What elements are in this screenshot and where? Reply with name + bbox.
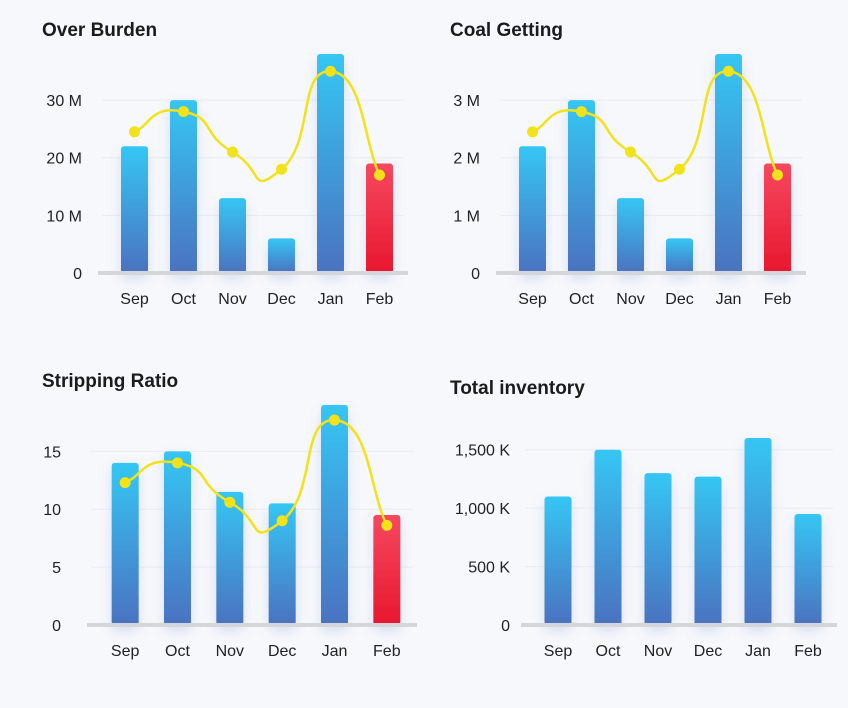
- x-tick-label: Nov: [218, 291, 246, 308]
- x-tick-label: Oct: [165, 643, 190, 660]
- chart-title: Stripping Ratio: [42, 371, 179, 392]
- total-inventory-plot: 0 500 K 1,000 K 1,500 K Sep Oct Nov Dec Jan Feb: [455, 438, 837, 660]
- bar-jan: [317, 54, 344, 273]
- x-tick-label: Feb: [366, 291, 394, 308]
- bar-sep: [111, 462, 139, 625]
- bar-dec: [268, 238, 295, 273]
- x-tick-label: Oct: [171, 291, 196, 308]
- x-tick-label: Sep: [120, 291, 149, 308]
- trend-point-oct: [172, 457, 183, 469]
- y-tick-label: 2 M: [453, 151, 480, 168]
- bar-jan: [321, 405, 348, 625]
- bar-dec: [666, 238, 693, 273]
- chart-title: Coal Getting: [450, 20, 563, 41]
- y-tick-label: 0: [471, 266, 480, 283]
- trend-point-feb: [381, 519, 393, 531]
- bar-sep: [544, 496, 572, 625]
- bar-oct: [568, 100, 595, 274]
- trend-point-jan: [329, 414, 340, 426]
- trend-point-jan: [723, 65, 734, 77]
- y-tick-label: 5: [52, 560, 61, 577]
- x-tick-label: Sep: [111, 643, 140, 660]
- y-tick-label: 20 M: [46, 151, 82, 168]
- trend-point-nov: [227, 146, 238, 158]
- total-inventory-chart: Total inventory 0 500 K 1,000 K 1,500 K Sep O…: [450, 378, 848, 708]
- chart-title: Over Burden: [42, 20, 158, 41]
- x-tick-label: Jan: [745, 643, 771, 660]
- y-tick-label: 0: [52, 618, 61, 635]
- trend-point-dec: [276, 515, 288, 527]
- bar-nov: [219, 198, 246, 273]
- x-tick-label: Dec: [267, 291, 295, 308]
- stripping-ratio-chart: Stripping Ratio 0 5 10 15 Sep Oct Nov Dec Jan Feb: [42, 371, 442, 701]
- y-tick-label: 1 M: [453, 208, 480, 225]
- trend-point-dec: [674, 163, 685, 175]
- bar-jan: [744, 438, 772, 625]
- x-tick-label: Oct: [569, 291, 594, 308]
- x-tick-label: Jan: [322, 643, 348, 660]
- bar-dec: [694, 476, 722, 625]
- y-tick-label: 3 M: [453, 93, 480, 110]
- trend-point-oct: [576, 106, 587, 118]
- trend-point-feb: [374, 169, 385, 181]
- bar-dec: [268, 503, 296, 625]
- trend-point-jan: [325, 65, 336, 77]
- x-tick-label: Dec: [665, 291, 693, 308]
- x-tick-label: Feb: [373, 643, 401, 660]
- coal-getting-chart: Coal Getting 0 1 M 2 M 3 M Sep Oct Nov Dec Jan Fe…: [450, 20, 848, 350]
- y-tick-label: 500 K: [468, 560, 510, 577]
- bar-oct: [164, 451, 191, 625]
- y-tick-label: 0: [501, 618, 510, 635]
- trend-point-sep: [129, 126, 140, 138]
- over-burden-chart: Over Burden 0 10 M 20 M 30 M Sep Oct Nov Dec Jan…: [42, 20, 442, 350]
- bar-feb: [764, 163, 791, 273]
- y-tick-label: 10 M: [46, 208, 82, 225]
- bar-feb: [794, 513, 822, 625]
- y-tick-label: 15: [43, 444, 61, 461]
- trend-point-nov: [625, 146, 636, 158]
- y-tick-label: 10: [43, 502, 61, 519]
- bar-nov: [617, 198, 644, 273]
- coal-getting-plot: 0 1 M 2 M 3 M Sep Oct Nov Dec Jan Feb: [453, 54, 806, 308]
- bar-nov: [216, 491, 244, 625]
- bar-feb: [373, 515, 401, 625]
- y-tick-label: 1,000 K: [455, 501, 510, 518]
- trend-point-sep: [119, 477, 131, 489]
- bar-feb: [366, 163, 393, 273]
- x-tick-label: Nov: [644, 643, 672, 660]
- x-tick-label: Dec: [694, 643, 722, 660]
- bar-oct: [594, 449, 622, 625]
- trend-point-sep: [527, 126, 538, 138]
- x-tick-label: Nov: [616, 291, 644, 308]
- x-tick-label: Feb: [764, 291, 792, 308]
- x-tick-label: Sep: [518, 291, 547, 308]
- trend-point-nov: [224, 496, 236, 508]
- y-tick-label: 30 M: [46, 93, 82, 110]
- bar-nov: [644, 473, 672, 625]
- bar-jan: [715, 54, 742, 273]
- x-tick-label: Feb: [794, 643, 822, 660]
- trend-point-oct: [178, 106, 189, 118]
- bar-oct: [170, 100, 197, 274]
- y-tick-label: 0: [73, 266, 82, 283]
- bar-sep: [121, 146, 148, 273]
- over-burden-plot: 0 10 M 20 M 30 M Sep Oct Nov Dec Jan Feb: [46, 54, 408, 308]
- x-tick-label: Oct: [596, 643, 621, 660]
- y-tick-label: 1,500 K: [455, 443, 510, 460]
- trend-point-feb: [772, 169, 783, 181]
- trend-point-dec: [276, 163, 287, 175]
- x-tick-label: Jan: [716, 291, 742, 308]
- x-tick-label: Sep: [544, 643, 573, 660]
- bar-sep: [519, 146, 546, 273]
- stripping-ratio-plot: 0 5 10 15 Sep Oct Nov Dec Jan Feb: [43, 405, 417, 660]
- x-tick-label: Jan: [318, 291, 344, 308]
- chart-title: Total inventory: [450, 378, 585, 399]
- x-tick-label: Dec: [268, 643, 296, 660]
- x-tick-label: Nov: [216, 643, 244, 660]
